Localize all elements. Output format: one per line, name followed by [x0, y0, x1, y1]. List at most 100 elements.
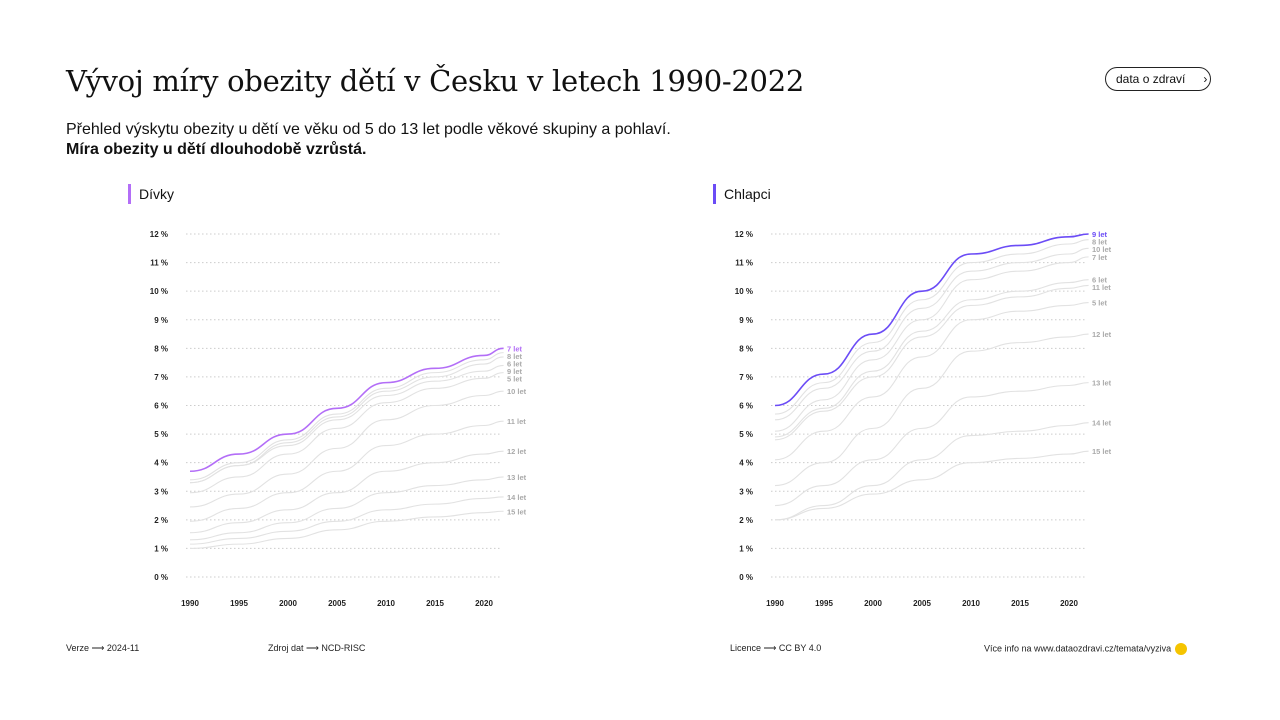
series-label: 15 let [1092, 447, 1112, 456]
x-tick-label: 1990 [766, 599, 784, 608]
y-tick-label: 3 % [739, 487, 753, 496]
y-tick-label: 6 % [739, 402, 753, 411]
x-tick-label: 2010 [377, 599, 395, 608]
boys-title: Chlapci [724, 186, 771, 202]
footer-source: Zdroj dat ⟶ NCD-RISC [268, 643, 366, 653]
y-tick-label: 11 % [735, 259, 753, 268]
series-line-7-let [774, 256, 1089, 432]
x-tick-label: 2010 [962, 599, 980, 608]
x-tick-label: 2020 [1060, 599, 1078, 608]
x-tick-label: 1995 [230, 599, 248, 608]
series-line-7-let [189, 347, 504, 473]
y-tick-label: 8 % [154, 344, 168, 353]
data-o-zdravi-button[interactable]: data o zdraví › [1105, 67, 1211, 91]
series-label: 5 let [1092, 299, 1108, 308]
x-tick-label: 1995 [815, 599, 833, 608]
y-tick-label: 0 % [739, 573, 753, 582]
y-tick-label: 6 % [154, 402, 168, 411]
series-line-8-let [189, 352, 504, 481]
series-label: 12 let [507, 447, 527, 456]
y-tick-label: 1 % [154, 544, 168, 553]
y-tick-label: 7 % [154, 373, 168, 382]
y-tick-label: 2 % [739, 516, 753, 525]
series-line-9-let [774, 233, 1089, 407]
y-tick-label: 3 % [154, 487, 168, 496]
y-tick-label: 9 % [154, 316, 168, 325]
series-line-10-let [189, 390, 504, 508]
series-line-10-let [774, 247, 1089, 421]
series-label: 7 let [507, 344, 523, 353]
x-tick-label: 2015 [426, 599, 444, 608]
x-tick-label: 2000 [279, 599, 297, 608]
series-line-6-let [774, 279, 1089, 438]
series-label: 7 let [1092, 253, 1108, 262]
series-label: 12 let [1092, 330, 1112, 339]
series-line-5-let [774, 302, 1089, 461]
more-info-link[interactable]: Více info na www.dataozdravi.cz/temata/v… [984, 643, 1172, 654]
y-tick-label: 5 % [154, 430, 168, 439]
footer-version: Verze ⟶ 2024-11 [66, 643, 140, 653]
accent-bar [713, 184, 716, 204]
series-label: 5 let [507, 374, 523, 383]
series-line-5-let [189, 372, 504, 494]
page-title: Vývoj míry obezity dětí v Česku v letech… [66, 64, 805, 98]
y-tick-label: 10 % [150, 287, 168, 296]
y-tick-label: 2 % [154, 516, 168, 525]
y-tick-label: 12 % [150, 230, 168, 239]
y-tick-label: 12 % [735, 230, 753, 239]
series-label: 6 let [507, 359, 523, 368]
series-label: 9 let [1092, 230, 1108, 239]
girls-title: Dívky [139, 186, 174, 202]
y-tick-label: 0 % [154, 573, 168, 582]
series-line-15-let [189, 510, 504, 549]
x-tick-label: 2000 [864, 599, 882, 608]
series-line-13-let [774, 382, 1089, 507]
footer-more-info[interactable]: Více info na www.dataozdravi.cz/temata/v… [984, 643, 1188, 655]
series-line-9-let [189, 364, 504, 484]
series-label: 14 let [1092, 419, 1112, 428]
series-label: 11 let [1092, 283, 1111, 292]
chevron-right-icon: › [1203, 72, 1208, 86]
series-line-11-let [189, 420, 504, 522]
series-line-8-let [774, 239, 1089, 415]
series-line-6-let [189, 356, 504, 484]
button-label: data o zdraví [1116, 72, 1186, 86]
y-tick-label: 8 % [739, 344, 753, 353]
series-label: 15 let [507, 507, 527, 516]
series-label: 6 let [1092, 276, 1108, 285]
footer-licence: Licence ⟶ CC BY 4.0 [730, 643, 822, 653]
series-label: 14 let [507, 493, 527, 502]
series-line-11-let [774, 284, 1089, 441]
series-line-13-let [189, 476, 504, 541]
y-tick-label: 4 % [739, 459, 753, 468]
y-tick-label: 5 % [739, 430, 753, 439]
series-label: 8 let [507, 352, 523, 361]
y-tick-label: 4 % [154, 459, 168, 468]
y-tick-label: 9 % [739, 316, 753, 325]
series-line-12-let [189, 450, 504, 534]
series-label: 13 let [1092, 379, 1112, 388]
subtitle-text: Přehled výskytu obezity u dětí ve věku o… [66, 121, 671, 138]
series-label: 9 let [507, 367, 523, 376]
accent-bar [128, 184, 131, 204]
series-line-14-let [774, 422, 1089, 521]
series-label: 13 let [507, 473, 527, 482]
series-label: 10 let [507, 387, 527, 396]
girls-panel-title: Dívky [128, 184, 174, 204]
y-tick-label: 1 % [739, 544, 753, 553]
x-tick-label: 1990 [181, 599, 199, 608]
series-label: 11 let [507, 417, 526, 426]
series-line-15-let [774, 450, 1089, 521]
x-tick-label: 2005 [913, 599, 931, 608]
subtitle: Přehled výskytu obezity u dětí ve věku o… [66, 120, 671, 160]
x-tick-label: 2015 [1011, 599, 1029, 608]
boys-panel-title: Chlapci [713, 184, 771, 204]
series-label: 10 let [1092, 245, 1112, 254]
x-tick-label: 2005 [328, 599, 346, 608]
series-line-12-let [774, 333, 1089, 487]
subtitle-bold: Míra obezity u dětí dlouhodobě vzrůstá. [66, 141, 367, 158]
x-tick-label: 2020 [475, 599, 493, 608]
y-tick-label: 11 % [150, 259, 168, 268]
series-line-14-let [189, 496, 504, 545]
